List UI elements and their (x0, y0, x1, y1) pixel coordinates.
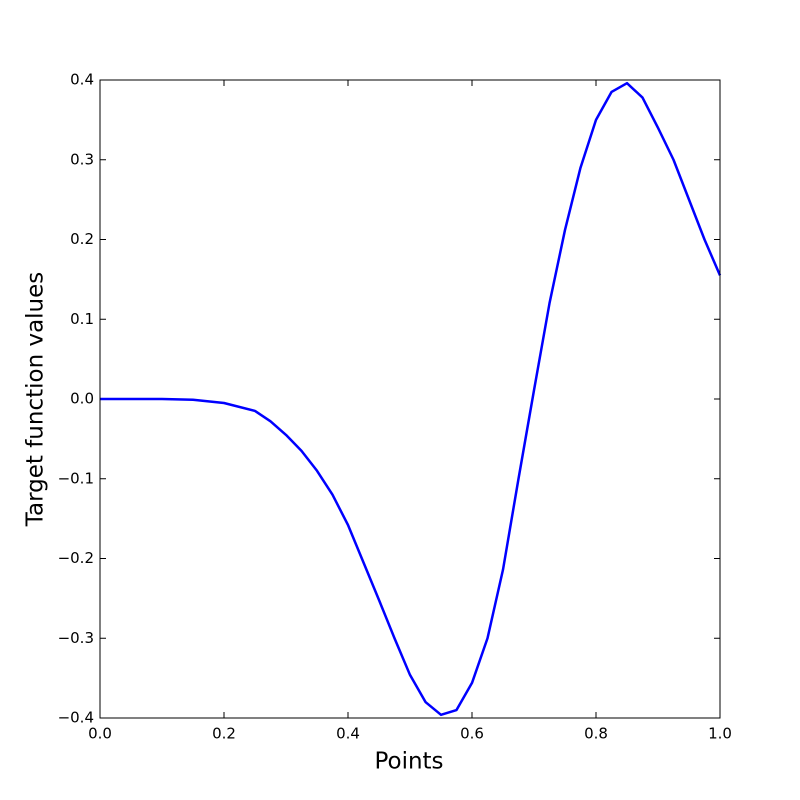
y-tick-label: −0.1 (58, 469, 94, 487)
x-tick-label: 0.6 (460, 725, 484, 743)
y-tick-label: 0.3 (70, 150, 94, 168)
y-tick-label: 0.1 (70, 310, 94, 328)
y-tick-label: −0.3 (58, 629, 94, 647)
y-axis-label: Target function values (23, 272, 49, 528)
plot-frame (99, 79, 721, 719)
line-series (100, 81, 722, 717)
x-tick-label: 0.8 (584, 725, 608, 743)
y-tick-label: 0.2 (70, 230, 94, 248)
y-tick-label: −0.2 (58, 549, 94, 567)
y-tick-label: −0.4 (58, 709, 94, 727)
x-tick-label: 1.0 (708, 725, 732, 743)
x-tick-label: 0.2 (212, 725, 236, 743)
y-tick-label: 0.0 (70, 390, 94, 408)
y-tick-label: 0.4 (70, 71, 94, 89)
x-tick-label: 0.0 (88, 725, 112, 743)
x-tick-label: 0.4 (336, 725, 360, 743)
x-axis-label: Points (374, 749, 443, 775)
